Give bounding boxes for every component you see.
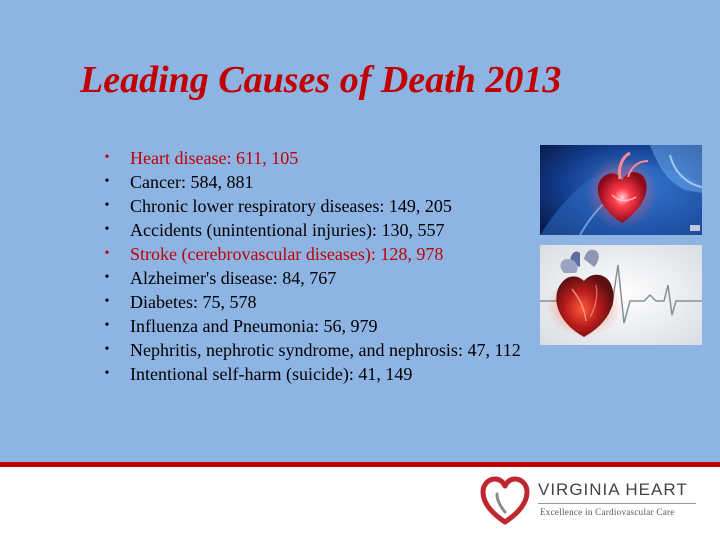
- heart-logo-icon: [480, 476, 530, 525]
- list-item-text: Cancer: 584, 881: [130, 172, 254, 192]
- list-item: • Heart disease: 611, 105: [100, 146, 521, 170]
- logo-rule: [538, 503, 696, 504]
- list-item-text: Intentional self-harm (suicide): 41, 149: [130, 364, 413, 384]
- bullet-icon: •: [104, 366, 110, 381]
- heart-ecg-image: [540, 245, 702, 345]
- list-item-text: Alzheimer's disease: 84, 767: [130, 268, 337, 288]
- list-item: • Chronic lower respiratory diseases: 149…: [100, 194, 521, 218]
- virginia-heart-logo: VIRGINIA HEART Excellence in Cardiovascu…: [480, 476, 700, 526]
- list-item: • Diabetes: 75, 578: [100, 290, 521, 314]
- list-item: • Nephritis, nephrotic syndrome, and neph…: [100, 338, 521, 362]
- bullet-icon: •: [104, 294, 110, 309]
- bullet-icon: •: [104, 174, 110, 189]
- list-item-text: Diabetes: 75, 578: [130, 292, 257, 312]
- list-item-text: Accidents (unintentional injuries): 130,…: [130, 220, 445, 240]
- list-item-text: Chronic lower respiratory diseases: 149,…: [130, 196, 452, 216]
- list-item: • Influenza and Pneumonia: 56, 979: [100, 314, 521, 338]
- list-item-text: Heart disease: 611, 105: [130, 148, 299, 168]
- list-item: • Alzheimer's disease: 84, 767: [100, 266, 521, 290]
- list-item: • Stroke (cerebrovascular diseases): 128,…: [100, 242, 521, 266]
- list-item: • Intentional self-harm (suicide): 41, 14…: [100, 362, 521, 386]
- bullet-icon: •: [104, 246, 110, 261]
- footer-divider: [0, 462, 720, 467]
- list-item: • Cancer: 584, 881: [100, 170, 521, 194]
- bullet-icon: •: [104, 198, 110, 213]
- bullet-icon: •: [104, 150, 110, 165]
- logo-name: VIRGINIA HEART: [538, 480, 688, 499]
- bullet-icon: •: [104, 342, 110, 357]
- causes-list: • Heart disease: 611, 105 • Cancer: 584, 8…: [100, 146, 521, 386]
- list-item: • Accidents (unintentional injuries): 130…: [100, 218, 521, 242]
- slide-title: Leading Causes of Death 2013: [80, 59, 562, 101]
- bullet-icon: •: [104, 318, 110, 333]
- list-item-text: Nephritis, nephrotic syndrome, and nephr…: [130, 340, 521, 360]
- list-item-text: Influenza and Pneumonia: 56, 979: [130, 316, 378, 336]
- logo-tagline: Excellence in Cardiovascular Care: [540, 507, 675, 517]
- bullet-icon: •: [104, 222, 110, 237]
- list-item-text: Stroke (cerebrovascular diseases): 128, …: [130, 244, 444, 264]
- bullet-icon: •: [104, 270, 110, 285]
- heart-xray-image: [540, 145, 702, 235]
